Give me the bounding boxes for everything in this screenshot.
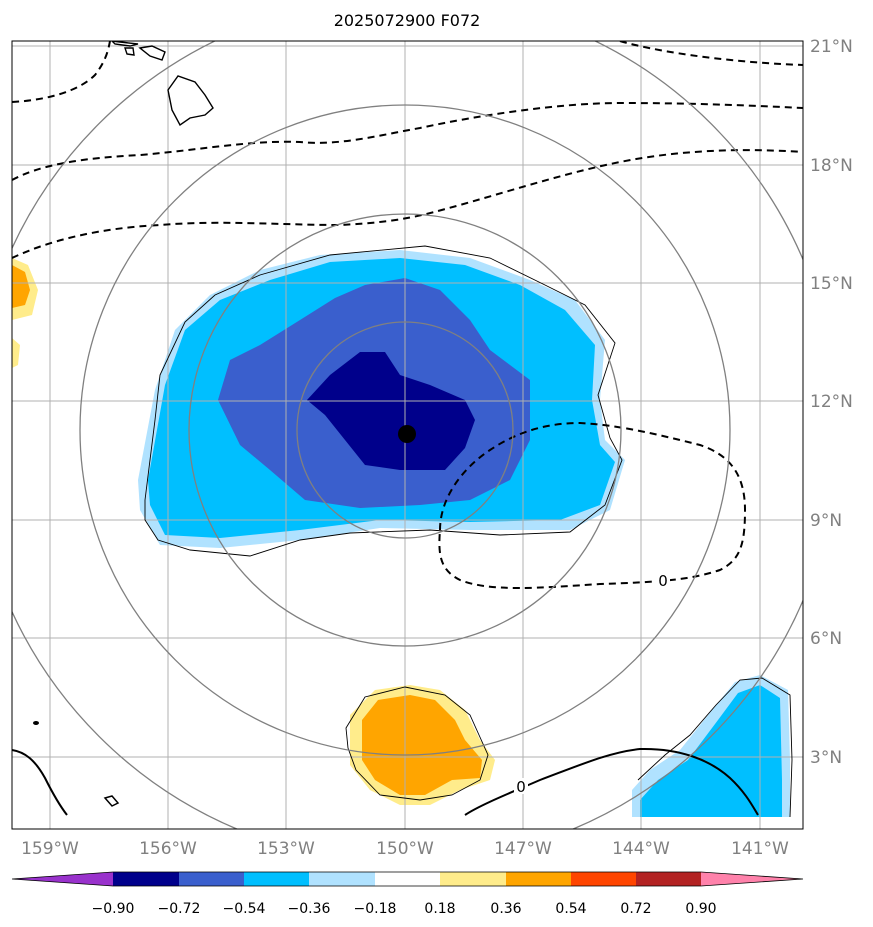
colorbar-label: −0.90 [92, 901, 135, 917]
lat-label: 9°N [810, 511, 842, 531]
colorbar-segment [506, 872, 571, 886]
colorbar-label: 0.72 [620, 901, 651, 917]
small-island-2 [103, 795, 120, 807]
latitude-labels: 21°N 18°N 15°N 12°N 9°N 6°N 3°N [810, 37, 853, 768]
colorbar-segment [440, 872, 506, 886]
lat-label: 3°N [810, 748, 842, 768]
small-island [33, 721, 39, 725]
lon-label: 156°W [139, 839, 197, 859]
map-frame [11, 40, 804, 830]
lon-label: 153°W [257, 839, 315, 859]
colorbar-outline [11, 871, 804, 887]
lat-label: 18°N [810, 156, 853, 176]
contour-label-east: 0 [658, 572, 668, 590]
colorbar-segment [375, 872, 440, 886]
colorbar-segment [571, 872, 636, 886]
thin-contours [144, 245, 793, 818]
lat-label: 6°N [810, 629, 842, 649]
lon-label: 150°W [376, 839, 434, 859]
map-title: 2025072900 F072 [334, 11, 481, 30]
colorbar-label: 0.90 [685, 901, 716, 917]
fill-sky-blue-southeast [640, 685, 782, 817]
coastline-southwest [12, 749, 68, 816]
colorbar-label: −0.36 [288, 901, 331, 917]
longitude-labels: 159°W 156°W 153°W 150°W 147°W 144°W 141°… [21, 839, 789, 859]
colorbar-label: 0.18 [424, 901, 455, 917]
colorbar-extend-high [701, 872, 803, 886]
lat-label: 21°N [810, 37, 853, 57]
fill-orange-south [362, 695, 482, 795]
lon-label: 141°W [731, 839, 789, 859]
contour-label-south: 0 [516, 778, 526, 796]
colorbar-segment [636, 872, 701, 886]
range-rings [12, 41, 803, 829]
colorbar-label: 0.36 [490, 901, 521, 917]
fill-dark-blue-core [307, 352, 475, 470]
colorbar-segment [113, 872, 179, 886]
colorbar-segment [309, 872, 375, 886]
lon-label: 159°W [21, 839, 79, 859]
zero-contour-south [464, 747, 759, 816]
lat-label: 12°N [810, 392, 853, 412]
label-bg-2 [514, 778, 528, 794]
lat-label: 15°N [810, 274, 853, 294]
colorbar-segment [244, 872, 309, 886]
colorbar-segment [179, 872, 244, 886]
colorbar: −0.90 −0.72 −0.54 −0.36 −0.18 0.18 0.36 … [11, 871, 804, 917]
colorbar-label: −0.18 [354, 901, 397, 917]
fill-orange-west [12, 265, 30, 308]
storm-center-marker [398, 425, 416, 443]
colorbar-label: −0.54 [223, 901, 266, 917]
label-bg-1 [656, 572, 670, 588]
lon-label: 147°W [494, 839, 552, 859]
colorbar-label: 0.54 [555, 901, 586, 917]
dashed-contours [12, 41, 803, 589]
lon-label: 144°W [612, 839, 670, 859]
hawaiian-islands [111, 41, 214, 127]
plot-area: 0 0 [12, 41, 803, 829]
colorbar-label: −0.72 [158, 901, 201, 917]
fill-light-yellow-west-small [12, 338, 20, 368]
colorbar-extend-low [12, 872, 113, 886]
